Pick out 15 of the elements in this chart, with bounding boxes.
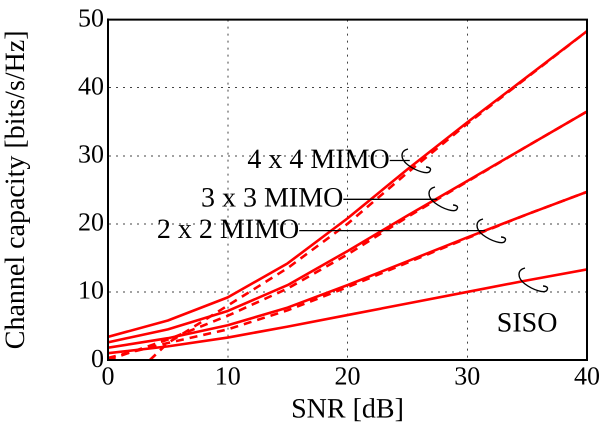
annotation: 4 x 4 MIMO [247, 144, 390, 175]
y-tick-label: 30 [78, 140, 104, 169]
x-tick-label: 30 [454, 361, 480, 390]
y-axis-title: Channel capacity [bits/s/Hz] [0, 30, 32, 350]
x-tick-label: 20 [334, 361, 360, 390]
x-axis-title: SNR [dB] [291, 394, 404, 425]
annotation: 2 x 2 MIMO [156, 214, 300, 246]
y-tick-label: 20 [78, 208, 104, 237]
y-tick-label: 40 [78, 72, 104, 101]
annotation: SISO [496, 308, 558, 339]
annotation: 3 x 3 MIMO [200, 182, 344, 214]
y-tick-label: 10 [78, 276, 104, 305]
x-tick-label: 40 [574, 361, 600, 390]
x-tick-label: 10 [214, 361, 241, 390]
y-tick-label: 50 [78, 3, 104, 32]
